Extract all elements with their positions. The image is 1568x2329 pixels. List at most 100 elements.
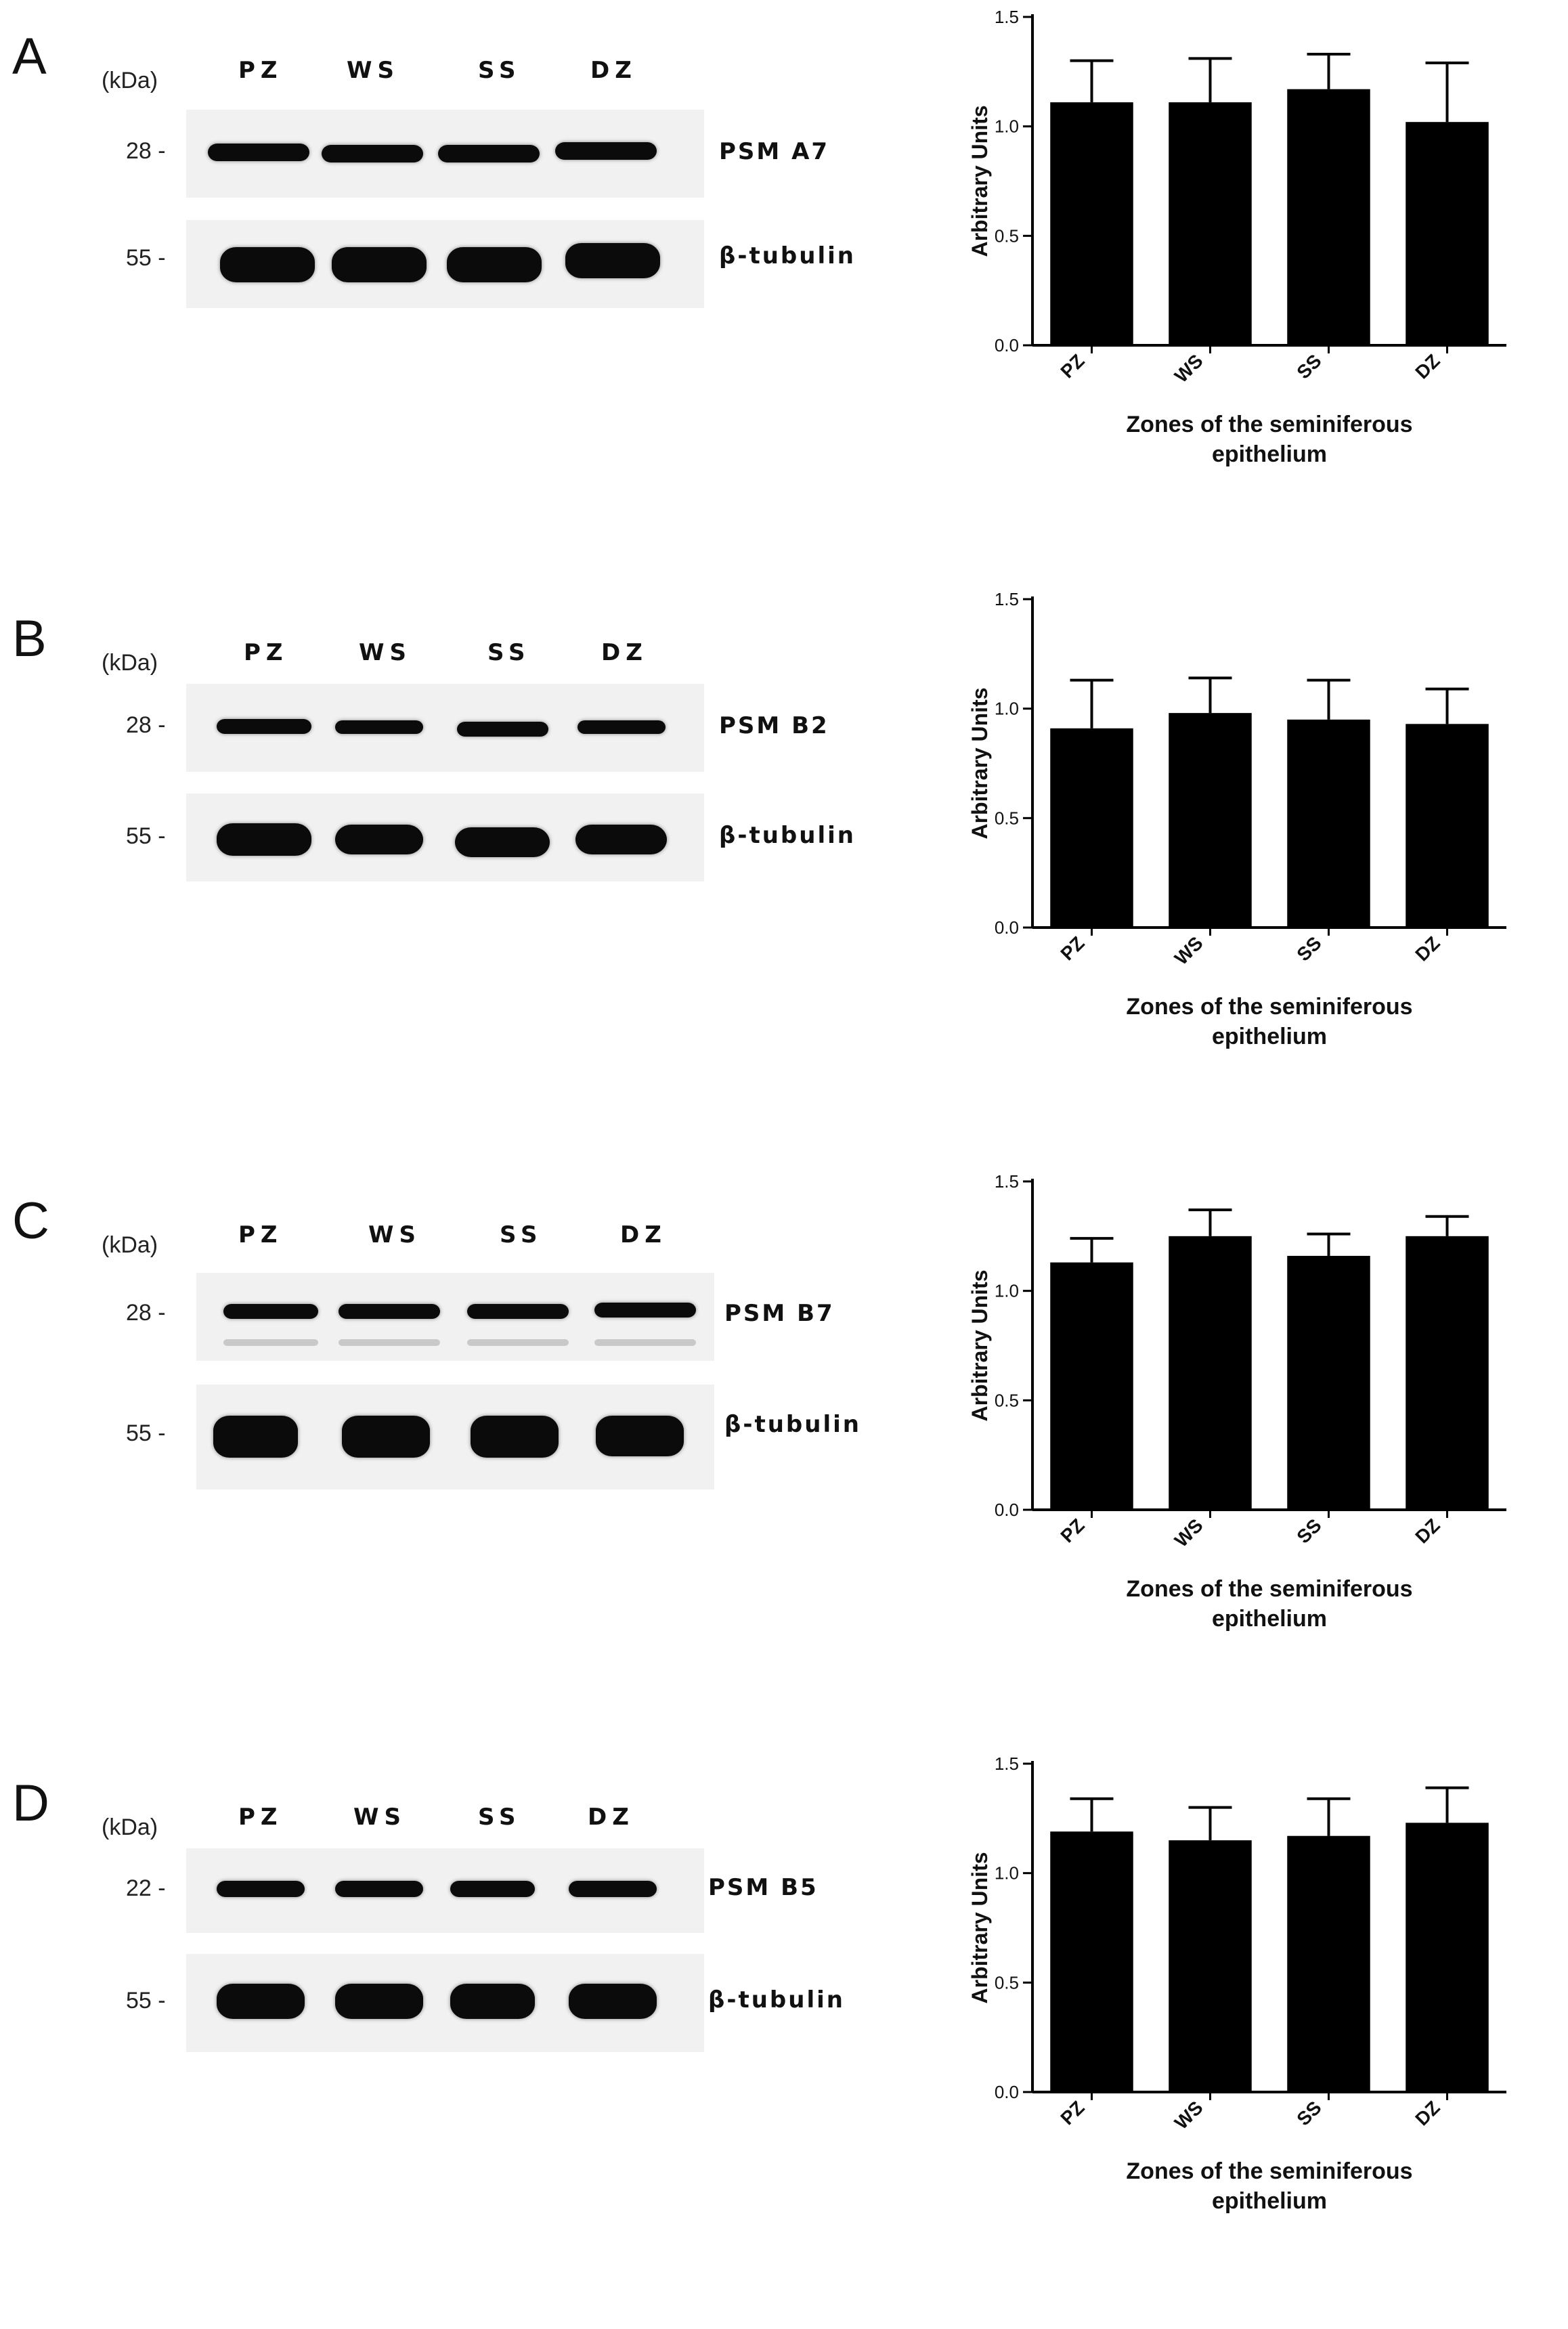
- x-tick-label: WS: [1171, 350, 1207, 387]
- bar: [1287, 89, 1370, 345]
- y-tick-label: 0.0: [995, 1500, 1019, 1520]
- band: [217, 1881, 305, 1897]
- band: [332, 247, 427, 282]
- lane-label-pz: PZ: [238, 1804, 283, 1831]
- y-axis-label: Arbitrary Units: [967, 1852, 992, 2003]
- y-tick-label: 1.5: [995, 589, 1019, 609]
- kda-label: (kDa): [102, 1232, 158, 1258]
- band: [335, 825, 423, 854]
- band: [339, 1304, 440, 1319]
- x-tick-label: SS: [1292, 1515, 1325, 1547]
- band: [455, 827, 550, 857]
- protein-label: PSM B5: [708, 1874, 819, 1901]
- x-axis-label: Zones of the seminiferous: [1126, 994, 1412, 1020]
- protein-label: β-tubulin: [719, 242, 856, 269]
- panel-b: B (kDa) PZ WS SS DZ 28 - PSM B2 55 - β-t…: [0, 582, 1568, 1164]
- band: [569, 1984, 657, 2019]
- blot-target: [186, 684, 704, 772]
- mw-marker: 28 -: [126, 1300, 166, 1326]
- bar: [1406, 1823, 1489, 2092]
- x-axis-label: epithelium: [1212, 1606, 1327, 1632]
- blot-target: [196, 1273, 714, 1361]
- x-axis-label: epithelium: [1212, 441, 1327, 467]
- blot-target: [186, 110, 704, 198]
- band: [594, 1303, 696, 1318]
- lane-label-ws: WS: [347, 57, 399, 84]
- x-tick-label: DZ: [1411, 1515, 1443, 1547]
- y-axis-label: Arbitrary Units: [967, 1269, 992, 1421]
- bar: [1050, 728, 1133, 928]
- bar: [1169, 1236, 1252, 1510]
- kda-label: (kDa): [102, 650, 158, 676]
- band: [223, 1339, 318, 1346]
- band: [594, 1339, 696, 1346]
- bar-chart-d: 0.0 0.5 1.0 1.5 PZ WS SS DZ Arbitrary Units Zones…: [967, 1754, 1506, 2214]
- y-tick-label: 1.0: [995, 116, 1019, 137]
- band: [438, 145, 540, 162]
- lane-label-dz: DZ: [588, 1804, 634, 1831]
- band: [565, 243, 660, 278]
- x-tick-label: WS: [1171, 2097, 1207, 2133]
- x-tick-label: SS: [1292, 932, 1325, 965]
- y-tick-label: 1.0: [995, 699, 1019, 719]
- y-tick-label: 1.0: [995, 1863, 1019, 1884]
- lane-label-ss: SS: [478, 57, 521, 84]
- protein-label: β-tubulin: [708, 1986, 845, 2014]
- mw-marker: 22 -: [126, 1875, 166, 1901]
- y-axis-label: Arbitrary Units: [967, 687, 992, 839]
- mw-marker: 28 -: [126, 138, 166, 164]
- bar: [1406, 724, 1489, 928]
- x-tick-label: DZ: [1411, 350, 1443, 383]
- bar: [1287, 719, 1370, 928]
- lane-label-ws: WS: [368, 1221, 421, 1248]
- band: [467, 1339, 569, 1346]
- y-tick-label: 1.5: [995, 1171, 1019, 1192]
- lane-label-dz: DZ: [601, 639, 648, 666]
- panel-letter: D: [12, 1775, 49, 1832]
- lane-label-dz: DZ: [620, 1221, 667, 1248]
- blot-loading-control: [186, 1954, 704, 2052]
- x-tick-label: PZ: [1056, 1515, 1088, 1546]
- bar: [1050, 1262, 1133, 1510]
- lane-label-pz: PZ: [238, 1221, 283, 1248]
- blot-target: [186, 1848, 704, 1933]
- y-tick-label: 0.5: [995, 225, 1019, 246]
- band: [213, 1416, 298, 1458]
- band: [555, 142, 657, 160]
- lane-label-dz: DZ: [590, 57, 637, 84]
- y-tick-label: 0.0: [995, 2082, 1019, 2102]
- mw-marker: 55 -: [126, 1420, 166, 1446]
- band: [208, 144, 309, 161]
- lane-label-ws: WS: [353, 1804, 406, 1831]
- band: [217, 823, 311, 856]
- band: [322, 145, 423, 162]
- mw-marker: 28 -: [126, 712, 166, 738]
- protein-label: PSM B7: [724, 1300, 835, 1327]
- x-axis-label: Zones of the seminiferous: [1126, 412, 1412, 437]
- mw-marker: 55 -: [126, 245, 166, 271]
- y-tick-label: 0.0: [995, 917, 1019, 938]
- mw-marker: 55 -: [126, 823, 166, 849]
- band: [447, 247, 542, 282]
- x-tick-label: PZ: [1056, 2097, 1088, 2129]
- lane-label-pz: PZ: [238, 57, 283, 84]
- x-tick-label: SS: [1292, 350, 1325, 383]
- panel-letter: A: [12, 28, 47, 85]
- bar: [1406, 122, 1489, 345]
- bar: [1050, 102, 1133, 345]
- band: [450, 1881, 535, 1897]
- band: [457, 722, 548, 737]
- x-tick-label: SS: [1292, 2097, 1325, 2129]
- mw-marker: 55 -: [126, 1988, 166, 2014]
- x-axis-label: epithelium: [1212, 2188, 1327, 2214]
- protein-label: β-tubulin: [719, 822, 856, 849]
- band: [578, 720, 666, 734]
- y-tick-label: 0.0: [995, 335, 1019, 355]
- y-tick-label: 0.5: [995, 1390, 1019, 1410]
- x-axis-label: epithelium: [1212, 1024, 1327, 1049]
- blot-loading-control: [186, 793, 704, 881]
- y-tick-label: 1.5: [995, 7, 1019, 27]
- band: [217, 1984, 305, 2019]
- band: [335, 1881, 423, 1897]
- bar: [1287, 1835, 1370, 2092]
